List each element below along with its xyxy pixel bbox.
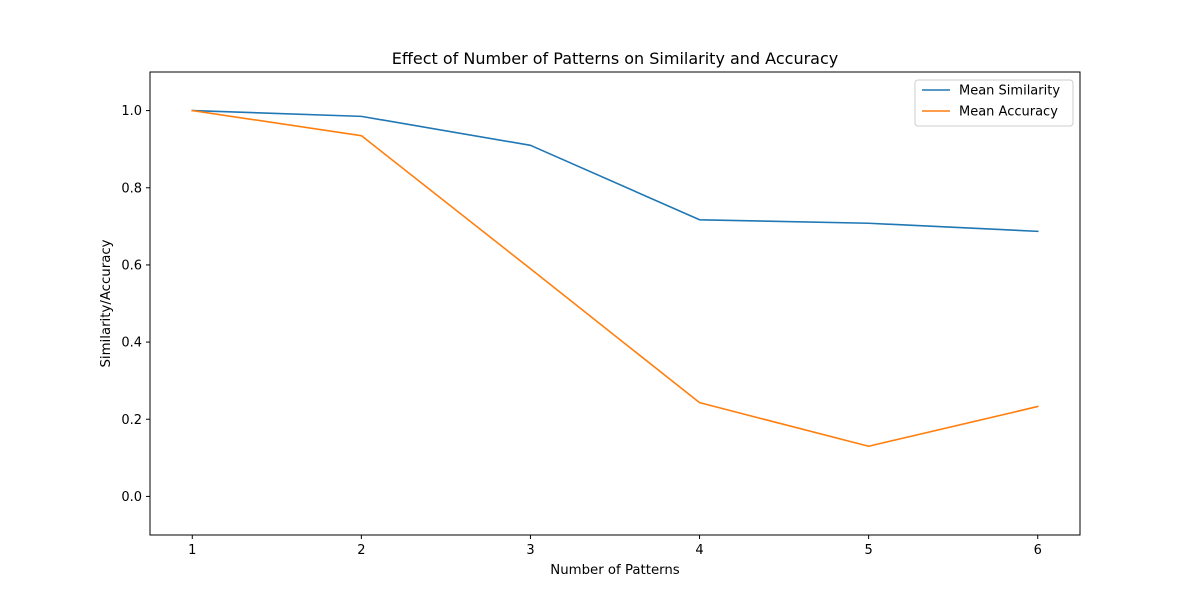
axes-frame xyxy=(149,71,1081,536)
x-tick-label: 3 xyxy=(526,543,534,558)
series-line-mean-accuracy xyxy=(191,109,1039,448)
y-tick-label: 0.2 xyxy=(121,413,142,428)
legend-label: Mean Accuracy xyxy=(959,105,1058,120)
y-tick-label: 0.6 xyxy=(121,258,142,273)
legend: Mean Similarity Mean Accuracy xyxy=(914,79,1074,127)
series-line-mean-similarity xyxy=(191,109,1039,233)
x-tick-label: 1 xyxy=(188,543,196,558)
x-axis: 1 2 3 4 5 6 xyxy=(188,535,1042,558)
y-tick-label: 0.0 xyxy=(121,490,142,505)
x-tick-label: 2 xyxy=(357,543,365,558)
legend-label: Mean Similarity xyxy=(959,84,1060,99)
y-tick-label: 0.4 xyxy=(121,336,142,351)
chart-title: Effect of Number of Patterns on Similari… xyxy=(392,49,838,68)
y-tick-label: 1.0 xyxy=(121,104,142,119)
plot-area xyxy=(150,72,1080,535)
legend-box xyxy=(914,79,1074,127)
y-axis-label: Similarity/Accuracy xyxy=(99,239,114,367)
y-tick-label: 0.8 xyxy=(121,181,142,196)
x-tick-label: 6 xyxy=(1034,543,1042,558)
x-tick-label: 5 xyxy=(864,543,872,558)
series-lines xyxy=(191,109,1039,448)
x-axis-label: Number of Patterns xyxy=(550,563,680,578)
x-tick-label: 4 xyxy=(695,543,703,558)
axes-background xyxy=(150,72,1080,535)
y-axis: 0.0 0.2 0.4 0.6 0.8 1.0 xyxy=(121,104,150,505)
